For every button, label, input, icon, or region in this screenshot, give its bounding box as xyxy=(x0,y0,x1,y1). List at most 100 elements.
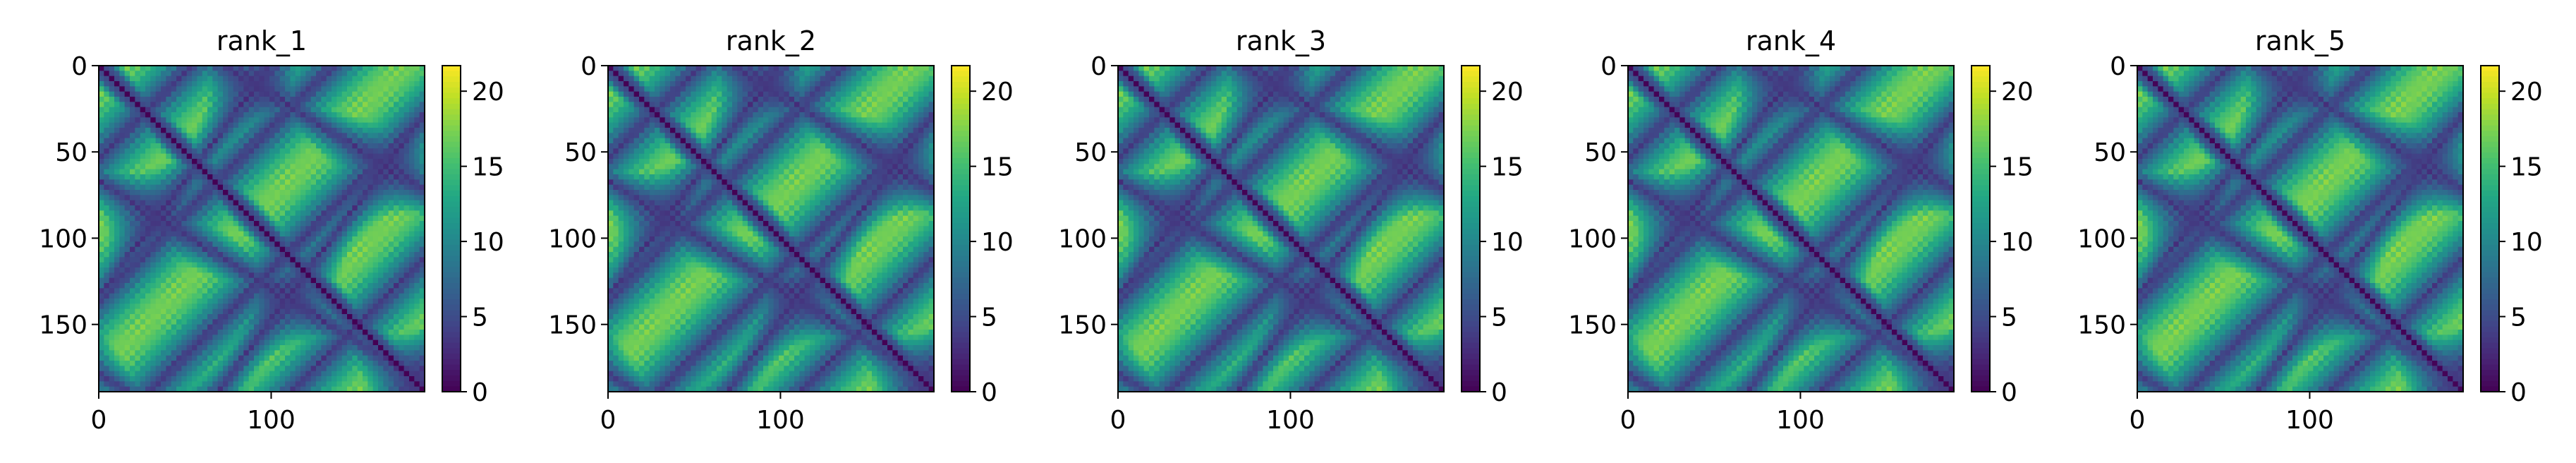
heatmap-cell xyxy=(197,164,203,170)
heatmap-cell xyxy=(197,122,203,128)
heatmap-cell xyxy=(383,252,389,258)
heatmap-cell xyxy=(171,257,177,263)
heatmap-cell xyxy=(176,361,182,366)
heatmap-cell xyxy=(352,330,358,335)
heatmap-cell xyxy=(192,102,198,108)
heatmap-cell xyxy=(109,283,115,289)
heatmap-cell xyxy=(399,184,405,191)
heatmap-cell xyxy=(409,107,415,113)
heatmap-cell xyxy=(243,314,250,320)
heatmap-cell xyxy=(259,262,265,268)
heatmap-cell xyxy=(130,345,135,351)
colorbar-segment xyxy=(442,147,461,153)
heatmap-cell xyxy=(347,361,353,366)
heatmap-cell xyxy=(913,112,919,118)
heatmap-cell xyxy=(403,345,410,351)
heatmap-cell xyxy=(363,324,368,330)
heatmap-cell xyxy=(352,91,358,97)
heatmap-cell xyxy=(419,324,425,330)
heatmap-cell xyxy=(388,319,394,325)
heatmap-cell xyxy=(409,102,415,108)
heatmap-cell xyxy=(135,169,141,175)
heatmap-cell xyxy=(347,143,353,149)
heatmap-cell xyxy=(285,262,291,268)
heatmap-cell xyxy=(321,148,327,155)
heatmap-cell xyxy=(243,179,250,186)
heatmap-cell xyxy=(691,91,697,97)
heatmap-cell xyxy=(279,153,286,160)
heatmap-cell xyxy=(140,122,146,128)
heatmap-cell xyxy=(352,184,358,191)
heatmap-cell xyxy=(383,335,389,341)
heatmap-cell xyxy=(378,76,384,82)
heatmap-cell xyxy=(295,112,301,118)
heatmap-cell xyxy=(815,76,821,82)
heatmap-cell xyxy=(202,283,208,289)
heatmap-cell xyxy=(820,102,826,108)
heatmap-cell xyxy=(186,293,193,299)
heatmap-cell xyxy=(130,138,135,144)
heatmap-cell xyxy=(773,112,779,118)
heatmap-cell xyxy=(341,303,348,310)
heatmap-cell xyxy=(310,330,317,335)
heatmap-cell xyxy=(742,71,748,77)
heatmap-cell xyxy=(394,366,399,372)
heatmap-cell xyxy=(409,350,415,356)
heatmap-cell xyxy=(722,128,728,133)
heatmap-cell xyxy=(104,174,110,180)
heatmap-cell xyxy=(202,184,208,191)
heatmap-cell xyxy=(274,128,281,133)
heatmap-cell xyxy=(99,241,104,248)
heatmap-cell xyxy=(166,107,172,113)
heatmap-cell xyxy=(104,339,110,346)
heatmap-cell xyxy=(321,386,327,392)
heatmap-cell xyxy=(197,283,203,289)
heatmap-cell xyxy=(394,350,399,356)
heatmap-cell xyxy=(372,252,379,258)
heatmap-cell xyxy=(394,272,399,279)
heatmap-cell xyxy=(851,76,857,82)
heatmap-cell xyxy=(732,133,738,139)
heatmap-cell xyxy=(186,339,193,346)
heatmap-cell xyxy=(908,76,914,82)
heatmap-cell xyxy=(217,81,224,87)
heatmap-cell xyxy=(394,267,399,273)
heatmap-cell xyxy=(773,138,779,144)
heatmap-cell xyxy=(419,66,425,71)
heatmap-cell xyxy=(649,66,655,71)
heatmap-cell xyxy=(145,236,151,242)
heatmap-cell xyxy=(409,138,415,144)
heatmap-cell xyxy=(166,231,172,237)
heatmap-cell xyxy=(114,184,120,191)
heatmap-cell xyxy=(399,366,405,372)
heatmap-cell xyxy=(135,381,141,387)
heatmap-cell xyxy=(181,330,188,335)
heatmap-cell xyxy=(238,267,244,273)
heatmap-cell xyxy=(238,128,244,133)
heatmap-cell xyxy=(336,133,343,139)
heatmap-cell xyxy=(341,164,348,170)
heatmap-cell xyxy=(295,102,301,108)
heatmap-cell xyxy=(140,81,146,87)
heatmap-cell xyxy=(161,174,166,180)
heatmap-cell xyxy=(285,190,291,196)
heatmap-cell xyxy=(155,314,162,320)
heatmap-cell xyxy=(197,97,203,102)
heatmap-cell xyxy=(197,252,203,258)
heatmap-cell xyxy=(367,138,374,144)
heatmap-cell xyxy=(367,210,374,217)
heatmap-cell xyxy=(269,226,275,232)
heatmap-cell xyxy=(784,128,790,133)
heatmap-cell xyxy=(686,122,691,128)
heatmap-cell xyxy=(804,97,810,102)
heatmap-cell xyxy=(192,153,198,160)
heatmap-cell xyxy=(155,262,162,268)
heatmap-cell xyxy=(773,97,779,102)
heatmap-cell xyxy=(161,335,166,341)
heatmap-cell xyxy=(140,128,146,133)
heatmap-cell xyxy=(394,246,399,253)
heatmap-cell xyxy=(664,91,671,97)
heatmap-cell xyxy=(295,272,301,279)
heatmap-cell xyxy=(897,81,904,87)
heatmap-cell xyxy=(706,102,712,108)
